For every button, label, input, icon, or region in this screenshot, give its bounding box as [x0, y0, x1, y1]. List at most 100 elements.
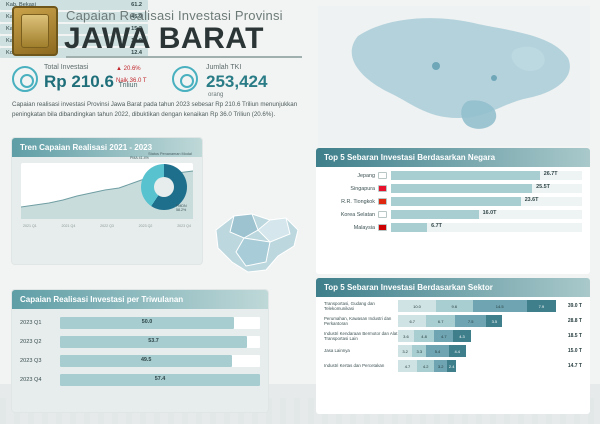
triwulan-value: 53.7	[148, 338, 159, 344]
sektor-segment: 10.0	[398, 300, 437, 312]
negara-name: Jepang	[357, 172, 375, 179]
negara-value: 23.6T	[524, 197, 539, 203]
donut-label-pma: PMA 41.4%	[130, 156, 149, 160]
flag-icon-singapura	[378, 185, 387, 192]
negara-value: 26.7T	[543, 171, 558, 177]
triwulan-value: 50.0	[141, 319, 153, 325]
sektor-name: Perumahan, Kawasan Industri dan Perkanto…	[324, 315, 392, 326]
negara-bar	[391, 197, 521, 206]
triwulan-panel: Capaian Realisasi Investasi per Triwulan…	[12, 290, 268, 412]
sektor-name: Transportasi, Gudang dan Telekomunikasi	[324, 300, 375, 311]
table-row: Transportasi, Gudang dan Telekomunikasi …	[324, 300, 582, 312]
tren-panel-title: Tren Capaian Realisasi 2021 - 2023	[12, 138, 202, 157]
table-row: Jepang 26.7T	[324, 171, 582, 180]
tren-panel: Tren Capaian Realisasi 2021 - 2023 2021 …	[12, 138, 202, 264]
tren-tick-1: 2021 Q4	[61, 224, 76, 228]
triwulan-panel-title: Capaian Realisasi Investasi per Triwulan…	[12, 290, 268, 309]
negara-name: Korea Selatan	[340, 211, 375, 218]
page-subtitle: Capaian Realisasi Investasi Provinsi	[66, 8, 283, 23]
triwulan-bar-track: 50.0	[60, 317, 260, 329]
tren-tick-4: 2023 Q4	[177, 224, 191, 228]
flag-icon-jepang	[378, 172, 387, 179]
total-investasi-label: Total Investasi	[44, 64, 89, 71]
sektor-segment: 4.8	[413, 330, 435, 342]
negara-bar	[391, 184, 533, 193]
page-title: JAWA BARAT	[64, 22, 264, 55]
negara-bar	[391, 223, 428, 232]
table-row: 2023 Q4 57.4	[20, 374, 260, 386]
sektor-panel-title: Top 5 Sebaran Investasi Berdasarkan Sekt…	[316, 278, 590, 297]
sektor-total: 14.7 T	[567, 363, 582, 369]
negara-name: R.R. Tiongkok	[341, 198, 375, 205]
triwulan-bar: 53.7	[60, 336, 247, 348]
negara-bar-track: 23.6T	[391, 197, 582, 206]
jumlah-tki-unit: orang	[208, 92, 224, 98]
sektor-segment: 6.7	[398, 315, 427, 327]
sektor-segment: 4.2	[416, 360, 435, 372]
sektor-total: 18.5 T	[567, 333, 582, 339]
table-row: R.R. Tiongkok 23.6T	[324, 197, 582, 206]
negara-name: Singapura	[350, 185, 375, 192]
donut-chart	[141, 164, 187, 210]
negara-value: 16.0T	[482, 210, 497, 216]
table-row: Industri Kendaraan Bermotor dan Alat Tra…	[324, 330, 582, 342]
sektor-bar: 6.7 6.7 7.5 3.5	[398, 315, 556, 327]
negara-bar	[391, 171, 540, 180]
flag-icon-tiongkok	[378, 198, 387, 205]
sektor-segment: 7.5	[454, 315, 487, 327]
sektor-name: Industri Kendaraan Bermotor dan Alat Tra…	[324, 330, 398, 341]
triwulan-bar-track: 53.7	[60, 336, 260, 348]
sektor-segment: 2.4	[446, 360, 457, 372]
jabar-crest-logo	[12, 6, 58, 56]
triwulan-bar: 49.5	[60, 355, 233, 367]
sektor-segment: 3.5	[486, 315, 503, 327]
sektor-segment: 7.9	[526, 300, 556, 312]
kabupaten-value: 45.9	[131, 14, 142, 20]
triwulan-bar-track: 49.5	[60, 355, 260, 367]
sektor-total: 39.0 T	[567, 303, 582, 309]
list-item: Kab. Bekasi 61.2	[0, 0, 148, 10]
sektor-segment: 6.7	[426, 315, 455, 327]
sektor-segment: 5.4	[426, 345, 449, 357]
sektor-segment: 3.3	[412, 345, 427, 357]
triwulan-label: 2023 Q4	[20, 377, 42, 383]
sektor-name: Industri Kertas dan Percetakan	[324, 363, 385, 369]
flag-icon-malaysia	[378, 224, 387, 231]
triwulan-bar: 50.0	[60, 317, 234, 329]
sektor-bar: 10.0 9.6 14.5 7.9	[398, 300, 556, 312]
sektor-name: Jasa Lainnya	[324, 348, 350, 354]
crest-inner	[21, 14, 49, 48]
triwulan-label: 2023 Q2	[20, 339, 42, 345]
sektor-segment: 3.6	[398, 330, 414, 342]
jabar-map-svg	[215, 213, 299, 273]
triwulan-value: 57.4	[154, 376, 166, 382]
tren-tick-3: 2023 Q2	[138, 224, 153, 228]
sektor-bar: 3.6 4.8 4.7 4.3	[398, 330, 556, 342]
sektor-panel: Top 5 Sebaran Investasi Berdasarkan Sekt…	[316, 278, 590, 414]
tren-x-axis: 2021 Q1 2021 Q4 2022 Q3 2023 Q2 2023 Q4	[21, 224, 193, 228]
negara-bar-track: 26.7T	[391, 171, 582, 180]
world-map-graphic	[318, 6, 590, 146]
negara-value: 25.5T	[536, 184, 550, 190]
map-svg	[318, 6, 590, 146]
table-row: 2023 Q2 53.7	[20, 336, 260, 348]
sektor-bar: 4.7 4.2 3.2 2.4	[398, 360, 556, 372]
table-row: Singapura 25.5T	[324, 184, 582, 193]
jawa-barat-map	[208, 200, 304, 286]
sektor-segment: 3.2	[398, 345, 413, 357]
flag-icon-korea-selatan	[378, 211, 387, 218]
table-row: Korea Selatan 16.0T	[324, 210, 582, 219]
kabupaten-value: 14.9	[131, 38, 142, 44]
negara-name: Malaysia	[353, 224, 375, 231]
sektor-segment: 4.4	[448, 345, 466, 357]
title-divider	[66, 56, 302, 58]
negara-bar-track: 16.0T	[391, 210, 582, 219]
table-row: Jasa Lainnya 3.2 3.3 5.4 4.4 15.0 T	[324, 345, 582, 357]
kabupaten-value: 61.2	[131, 2, 142, 8]
negara-bar-track: 6.7T	[391, 223, 582, 232]
triwulan-value: 49.5	[140, 357, 152, 363]
negara-panel-title: Top 5 Sebaran Investasi Berdasarkan Nega…	[316, 148, 590, 167]
kpi-strip: Total Investasi Rp 210.6 Triliun ▲ 20.6%…	[12, 62, 322, 100]
negara-bar-track: 25.5T	[391, 184, 582, 193]
